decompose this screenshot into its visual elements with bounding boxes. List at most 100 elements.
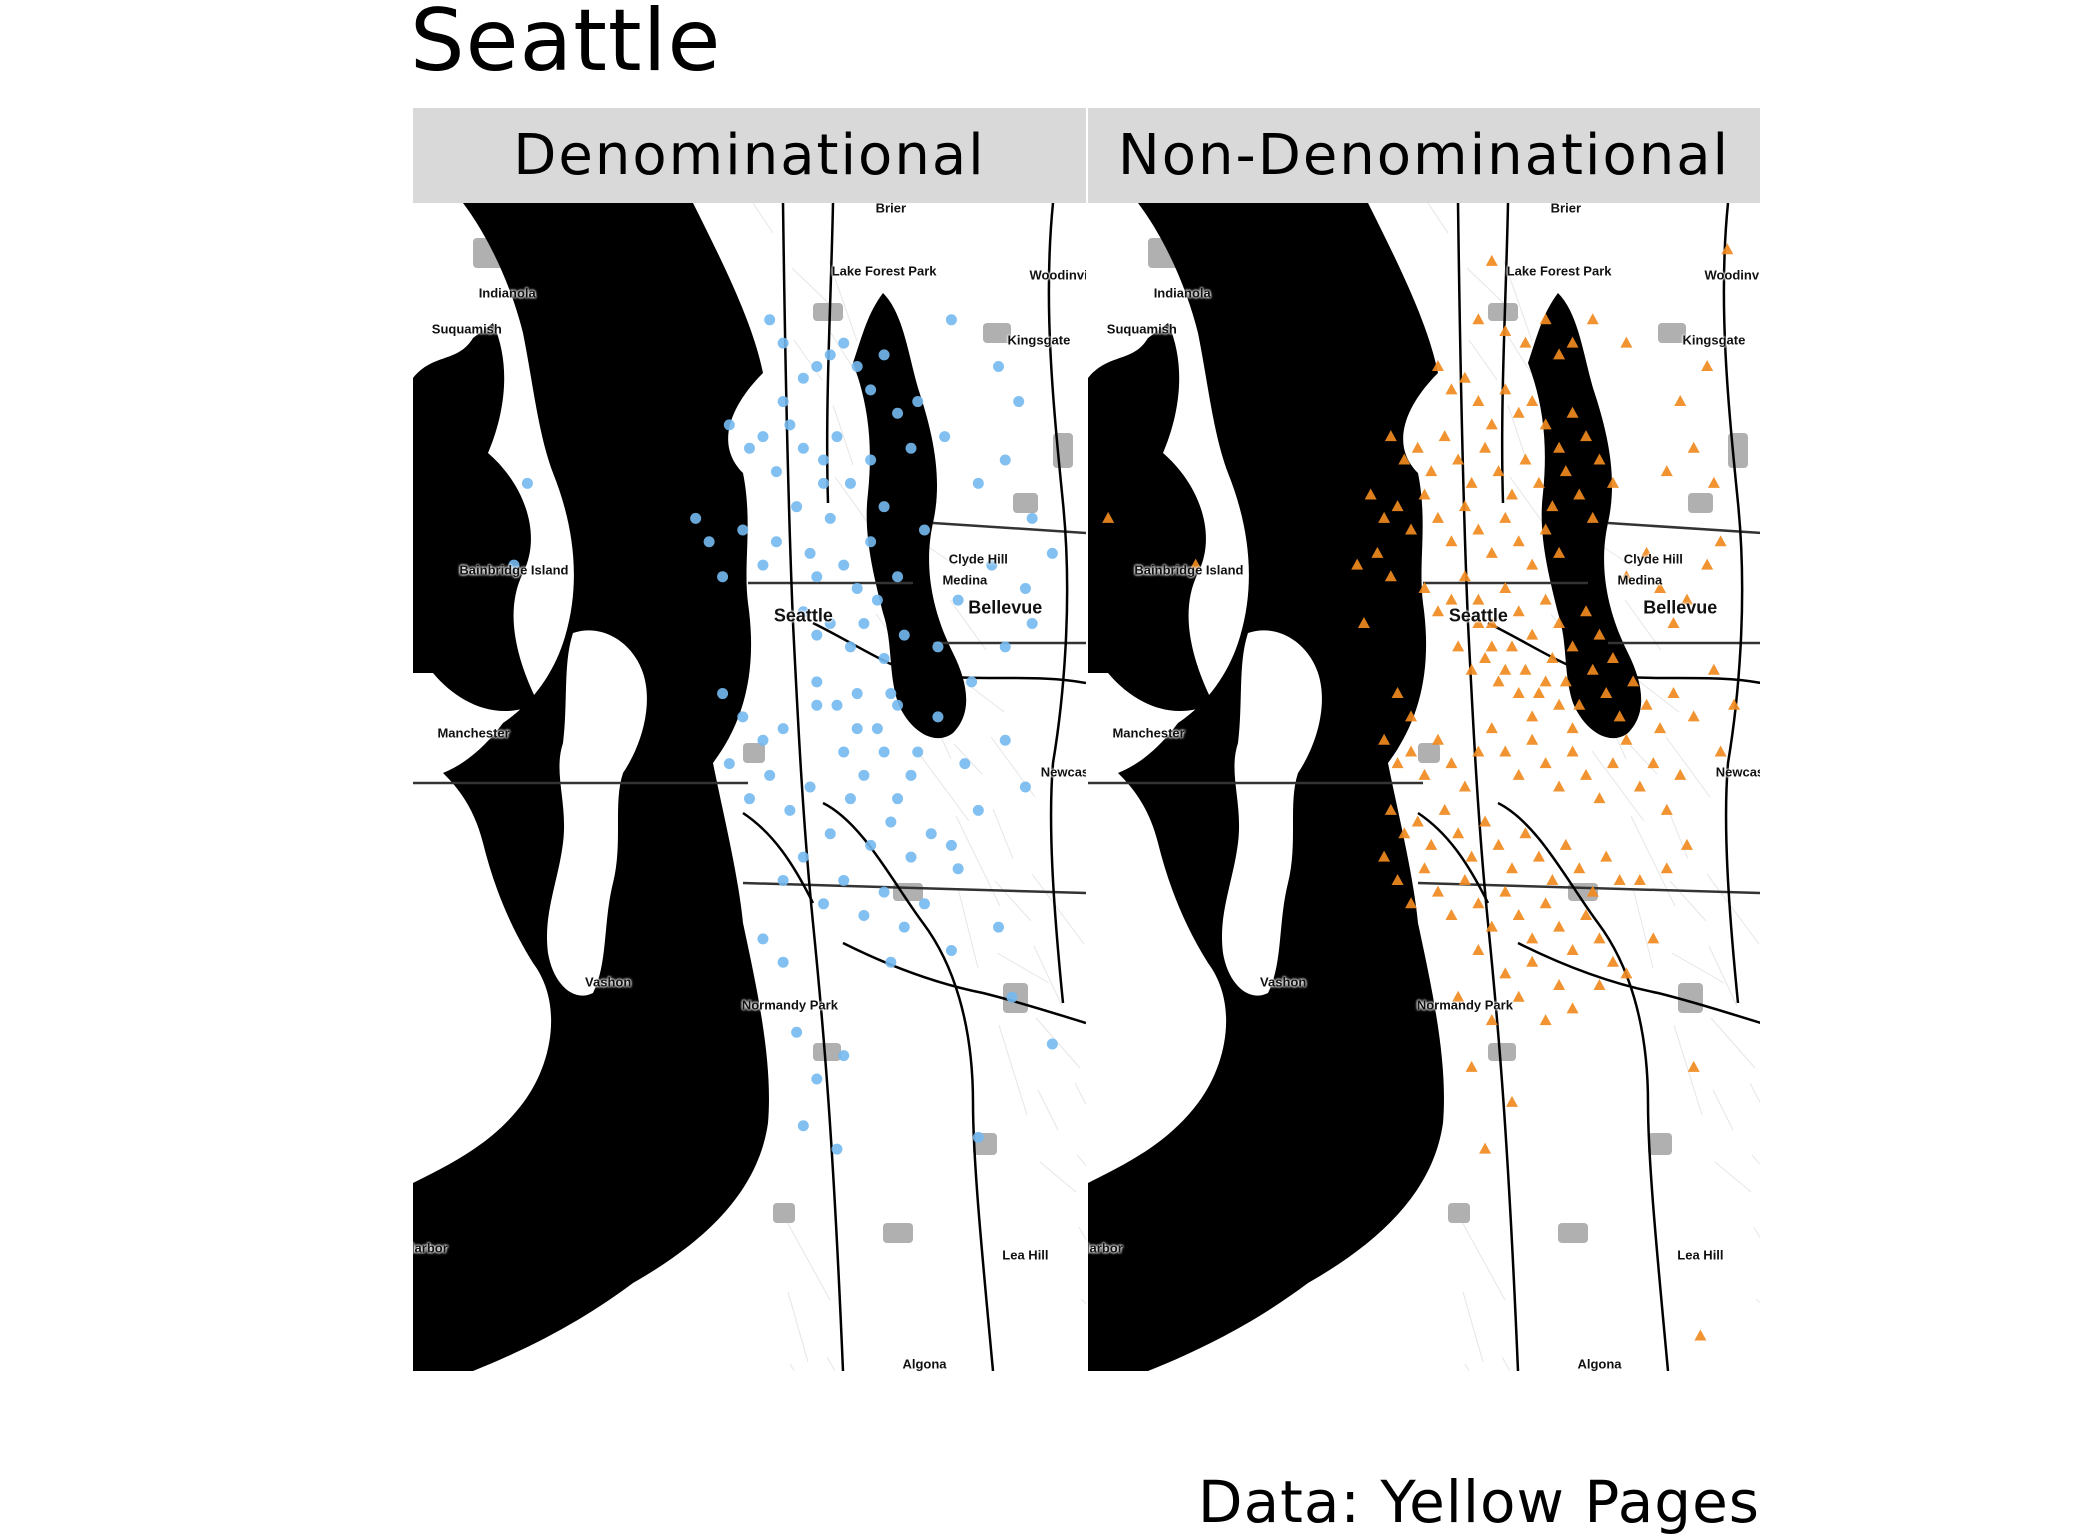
place-label: Manchester bbox=[1112, 725, 1185, 741]
denominational-point bbox=[1013, 396, 1025, 408]
non-denominational-point bbox=[1465, 476, 1478, 488]
non-denominational-point bbox=[1479, 1142, 1492, 1154]
place-label: Manchester bbox=[437, 725, 510, 741]
data-source-caption: Data: Yellow Pages bbox=[1197, 1468, 1760, 1536]
non-denominational-point bbox=[1674, 768, 1687, 780]
non-denominational-point bbox=[1580, 908, 1593, 920]
non-denominational-point bbox=[1378, 733, 1391, 745]
denominational-point bbox=[804, 781, 816, 793]
denominational-point bbox=[521, 477, 533, 489]
non-denominational-point bbox=[1472, 944, 1485, 956]
non-denominational-point bbox=[1485, 920, 1498, 932]
non-denominational-point bbox=[1519, 827, 1532, 839]
denominational-point bbox=[993, 361, 1005, 373]
non-denominational-point bbox=[1620, 336, 1633, 348]
denominational-point bbox=[972, 477, 984, 489]
non-denominational-point bbox=[1465, 850, 1478, 862]
denominational-point bbox=[999, 734, 1011, 746]
non-denominational-point bbox=[1573, 862, 1586, 874]
denominational-point bbox=[690, 512, 702, 524]
non-denominational-point bbox=[1351, 558, 1364, 570]
non-denominational-point bbox=[1458, 500, 1471, 512]
non-denominational-point bbox=[1357, 616, 1370, 628]
denominational-point bbox=[811, 571, 823, 583]
place-label: Medina bbox=[1617, 572, 1663, 588]
non-denominational-point bbox=[1553, 780, 1566, 792]
non-denominational-point bbox=[1418, 862, 1431, 874]
place-label: Seattle bbox=[773, 605, 833, 626]
place-label: Algona bbox=[1577, 1356, 1622, 1371]
non-denominational-point bbox=[1728, 698, 1741, 710]
non-denominational-point bbox=[1492, 675, 1505, 687]
non-denominational-point bbox=[1512, 605, 1525, 617]
non-denominational-point bbox=[1505, 862, 1518, 874]
non-denominational-point bbox=[1553, 616, 1566, 628]
non-denominational-point bbox=[1485, 722, 1498, 734]
denominational-point bbox=[1019, 781, 1031, 793]
non-denominational-point bbox=[1411, 815, 1424, 827]
non-denominational-point bbox=[1593, 979, 1606, 991]
denominational-point bbox=[878, 746, 890, 758]
place-label: Lea Hill bbox=[1002, 1247, 1049, 1263]
denominational-point bbox=[797, 1120, 809, 1132]
non-denominational-point bbox=[1431, 885, 1444, 897]
place-label: Algona bbox=[902, 1356, 947, 1371]
place-label: Suquamish bbox=[1106, 321, 1177, 337]
map-panel-non-denominational: Brier Lake Forest Park Woodinville Indianol… bbox=[1088, 203, 1760, 1371]
denominational-point bbox=[945, 314, 957, 326]
denominational-point bbox=[797, 606, 809, 618]
non-denominational-point bbox=[1499, 745, 1512, 757]
non-denominational-point bbox=[1499, 885, 1512, 897]
denominational-point bbox=[959, 758, 971, 770]
denominational-point bbox=[770, 536, 782, 548]
denominational-point bbox=[932, 711, 944, 723]
place-label: Normandy Park bbox=[1416, 997, 1513, 1013]
non-denominational-point bbox=[1364, 488, 1377, 500]
non-denominational-point bbox=[1378, 850, 1391, 862]
non-denominational-point bbox=[1559, 838, 1572, 850]
place-label: Bellevue bbox=[1643, 597, 1718, 618]
denominational-point bbox=[851, 688, 863, 700]
denominational-point bbox=[878, 653, 890, 665]
non-denominational-point bbox=[1519, 336, 1532, 348]
facet-label-denominational: Denominational bbox=[413, 108, 1086, 203]
non-denominational-point bbox=[1620, 733, 1633, 745]
non-denominational-point bbox=[1620, 967, 1633, 979]
non-denominational-point bbox=[1405, 523, 1418, 535]
denominational-point bbox=[777, 723, 789, 735]
non-denominational-point bbox=[1586, 313, 1599, 325]
non-denominational-point bbox=[1701, 360, 1714, 372]
non-denominational-point bbox=[1606, 757, 1619, 769]
denominational-point bbox=[811, 629, 823, 641]
denominational-point bbox=[831, 699, 843, 711]
denominational-point bbox=[824, 617, 836, 629]
denominational-point bbox=[838, 337, 850, 349]
denominational-point bbox=[717, 688, 729, 700]
denominational-point bbox=[784, 804, 796, 816]
denominational-point bbox=[885, 956, 897, 968]
denominational-point bbox=[777, 956, 789, 968]
denominational-point bbox=[865, 384, 877, 396]
denominational-point bbox=[865, 536, 877, 548]
non-denominational-point bbox=[1687, 441, 1700, 453]
denominational-point bbox=[770, 466, 782, 478]
denominational-point bbox=[851, 361, 863, 373]
non-denominational-point bbox=[1384, 570, 1397, 582]
non-denominational-point bbox=[1721, 243, 1734, 255]
non-denominational-point bbox=[1398, 453, 1411, 465]
denominational-point bbox=[797, 372, 809, 384]
non-denominational-point bbox=[1371, 546, 1384, 558]
denominational-point bbox=[871, 723, 883, 735]
place-label: Harbor bbox=[413, 1240, 448, 1256]
denominational-point bbox=[744, 442, 755, 454]
non-denominational-point bbox=[1553, 441, 1566, 453]
non-denominational-point bbox=[1492, 838, 1505, 850]
denominational-point bbox=[999, 641, 1011, 653]
place-label: Lake Forest Park bbox=[831, 263, 937, 279]
non-denominational-point bbox=[1526, 395, 1539, 407]
place-label: Brier bbox=[1550, 203, 1582, 216]
place-label: Woodinville bbox=[1029, 267, 1086, 283]
denominational-point bbox=[811, 1073, 823, 1085]
non-denominational-point bbox=[1667, 687, 1680, 699]
non-denominational-point bbox=[1499, 383, 1512, 395]
